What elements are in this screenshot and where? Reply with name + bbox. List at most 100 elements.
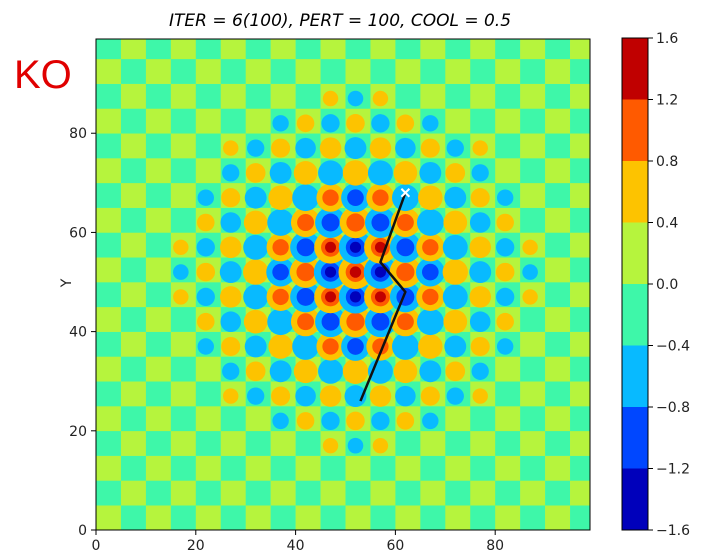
spot-ring bbox=[196, 287, 215, 307]
contour-spot bbox=[469, 286, 491, 308]
contour-spot bbox=[245, 361, 266, 382]
spot-ring bbox=[222, 362, 240, 380]
spot-ring bbox=[469, 311, 491, 332]
spot-ring bbox=[346, 213, 365, 232]
contour-spot bbox=[318, 358, 343, 384]
spot-ring bbox=[445, 361, 466, 382]
contour-spot bbox=[496, 338, 514, 355]
contour-spot bbox=[292, 184, 319, 212]
y-tick-label: 80 bbox=[69, 126, 87, 142]
contour-spot bbox=[346, 114, 365, 133]
contour-spot bbox=[268, 334, 293, 359]
checker-cell bbox=[170, 108, 197, 134]
spot-ring bbox=[295, 137, 316, 159]
checker-cell bbox=[520, 406, 546, 432]
checker-cell bbox=[195, 133, 222, 159]
contour-spot bbox=[173, 264, 189, 280]
checker-cell bbox=[420, 480, 446, 506]
checker-cell bbox=[445, 430, 471, 456]
spot-ring bbox=[244, 335, 267, 358]
spot-ring bbox=[471, 362, 489, 380]
spot-ring bbox=[268, 185, 293, 210]
spot-ring bbox=[395, 137, 416, 159]
contour-spot bbox=[342, 160, 369, 186]
spot-ring bbox=[349, 291, 362, 303]
spot-ring bbox=[267, 308, 294, 336]
spot-ring bbox=[496, 312, 514, 331]
checker-cell bbox=[220, 505, 246, 530]
contour-spot bbox=[321, 114, 340, 133]
contour-spot bbox=[290, 307, 321, 337]
spot-ring bbox=[296, 412, 315, 430]
checker-cell bbox=[96, 133, 122, 159]
checker-cell bbox=[245, 58, 271, 84]
spot-ring bbox=[445, 163, 466, 183]
contour-spot bbox=[244, 335, 267, 358]
checker-cell bbox=[195, 406, 222, 432]
colorbar-segment bbox=[622, 38, 648, 100]
checker-cell bbox=[120, 306, 147, 332]
spot-ring bbox=[396, 214, 414, 231]
spot-ring bbox=[469, 236, 491, 259]
checker-cell bbox=[570, 282, 590, 308]
contour-spot bbox=[338, 230, 373, 264]
spot-ring bbox=[496, 238, 515, 257]
checker-cell bbox=[96, 182, 122, 208]
checker-cell bbox=[96, 158, 122, 184]
spot-ring bbox=[296, 238, 315, 257]
spot-ring bbox=[393, 161, 418, 185]
contour-spot bbox=[471, 164, 489, 182]
checker-cell bbox=[220, 455, 246, 481]
checker-cell bbox=[195, 430, 222, 456]
spot-ring bbox=[247, 139, 265, 157]
spot-ring bbox=[416, 209, 444, 236]
checker-cell bbox=[220, 83, 246, 109]
checker-cell bbox=[245, 406, 271, 432]
contour-spot bbox=[416, 209, 444, 236]
spot-ring bbox=[244, 186, 267, 209]
spot-ring bbox=[318, 358, 343, 384]
checker-cell bbox=[145, 406, 172, 432]
contour-spot bbox=[444, 186, 467, 209]
contour-spot bbox=[247, 139, 265, 157]
checker-cell bbox=[145, 282, 172, 308]
contour-spot bbox=[469, 311, 491, 332]
search-path bbox=[359, 188, 411, 402]
spot-ring bbox=[221, 336, 241, 357]
spot-ring bbox=[422, 412, 439, 430]
checker-cell bbox=[395, 480, 421, 506]
contour-spot bbox=[269, 161, 292, 184]
spot-ring bbox=[470, 188, 490, 208]
contour-spot bbox=[295, 385, 316, 407]
spot-ring bbox=[446, 139, 464, 157]
spot-ring bbox=[346, 411, 365, 431]
spot-ring bbox=[271, 138, 291, 158]
contour-spot bbox=[243, 210, 268, 235]
x-axis: 0 20 40 60 80 bbox=[92, 530, 504, 554]
checker-cell bbox=[145, 306, 172, 332]
checker-cell bbox=[120, 108, 147, 134]
start-marker bbox=[400, 188, 411, 198]
contour-spot bbox=[220, 212, 242, 233]
contour-spot bbox=[289, 256, 322, 288]
spot-ring bbox=[272, 412, 289, 430]
checker-cell bbox=[445, 39, 471, 60]
contour-spot bbox=[416, 282, 445, 311]
contour-spot bbox=[244, 186, 267, 209]
contour-spot bbox=[223, 140, 239, 156]
spot-ring bbox=[442, 259, 468, 285]
contour-spot bbox=[522, 239, 538, 256]
checker-cell bbox=[570, 39, 590, 60]
checker-cell bbox=[320, 39, 346, 60]
x-tick-label: 80 bbox=[486, 538, 504, 554]
contour-spot bbox=[347, 437, 364, 454]
contour-spot bbox=[290, 207, 321, 238]
checker-cell bbox=[395, 505, 421, 530]
contour-spot bbox=[267, 209, 294, 236]
checker-cell bbox=[245, 39, 271, 60]
contour-spot bbox=[419, 360, 442, 383]
checker-cell bbox=[520, 455, 546, 481]
checker-cell bbox=[145, 331, 172, 357]
contour-spot bbox=[221, 188, 241, 208]
checker-cell bbox=[195, 356, 222, 382]
